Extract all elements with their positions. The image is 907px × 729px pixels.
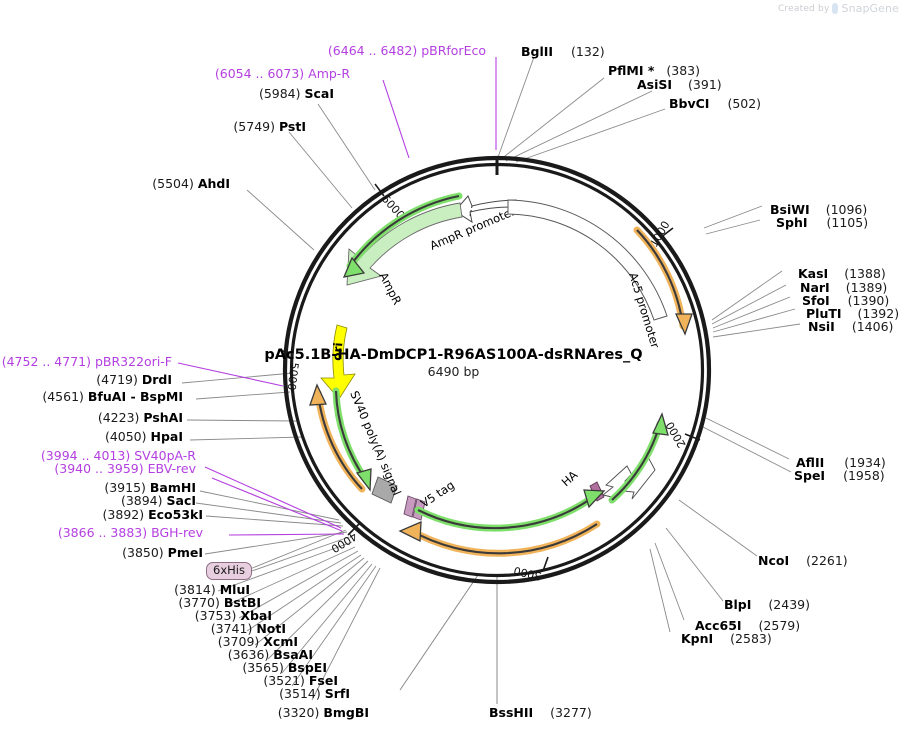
plasmid-size: 6490 bp [427,364,480,379]
site-label-BamHI: (3915) BamHI [104,480,196,495]
site-label-pBR322ori-F: (4752 .. 4771) pBR322ori-F [1,354,172,369]
site-label-NsiI: NsiI (1406) [808,319,894,334]
site-label-AflII: AflII (1934) [796,455,886,470]
feature-ampr-highlight-arc [342,192,463,278]
snapgene-logo-icon [832,3,839,14]
feature-label-ha: HA [559,468,581,490]
leader-lines-upper-left [246,103,376,251]
site-label-BlpI: BlpI (2439) [724,597,810,612]
tick-label-3000: 3000 [512,564,542,583]
site-label-Acc65I: Acc65I (2579) [695,618,801,633]
feature-label-ampr: AmpR [376,270,404,307]
site-label-NotI: (3741) NotI [210,621,286,636]
site-label-SV40pA-R: (3994 .. 4013) SV40pA-R [40,448,196,463]
site-label-DrdI: (4719) DrdI [96,372,172,387]
plasmid-name: pAc5.1B-HA-DmDCP1-R96AS100A-dsRNAres_Q [264,347,643,363]
leader-lines-bottom [399,574,498,704]
site-label-AhdI: (5504) AhdI [152,176,230,191]
site-label-KpnI: KpnI (2583) [681,631,772,646]
site-label-KasI: KasI (1388) [798,266,886,281]
site-label-pBRforEco: (6464 .. 6482) pBRforEco [327,43,486,58]
tick-label-4000: 4000 [329,529,360,555]
watermark-brand: SnapGene [841,2,899,15]
site-label-NcoI: NcoI (2261) [758,553,848,568]
site-label-FseI: (3521) FseI [263,673,338,688]
site-label-BsiWI: BsiWI (1096) [770,202,868,217]
site-label-PmeI: (3850) PmeI [122,545,203,560]
leader-lines-left [181,372,381,701]
site-label-BstBI: (3770) BstBI [178,595,261,610]
feature-label-ori: ori [330,342,345,361]
tick-label-5000: 5000 [285,362,301,391]
site-label-EBV-rev: (3940 .. 3959) EBV-rev [54,461,196,476]
feature-tag-6xhis: 6xHis [206,562,252,580]
site-label-BsaAI: (3636) BsaAI [227,647,313,662]
site-label-SpeI: SpeI (1958) [794,468,885,483]
site-label-BglII: BglII (132) [521,44,605,59]
site-label-Eco53kI: (3892) Eco53kI [102,507,203,522]
site-label-XcmI: (3709) XcmI [217,634,298,649]
site-label-SfoI: SfoI (1390) [802,293,890,308]
primer-leader-lines [177,57,497,536]
orange-feature-arcs [309,226,693,557]
feature-ampr-promoter: AmpR promoter [428,195,518,253]
green-feature-arcs [332,387,669,532]
site-label-PshAI: (4223) PshAI [97,410,183,425]
site-label-Amp-R: (6054 .. 6073) Amp-R [214,66,350,81]
site-label-AsiSI: AsiSI (391) [637,77,722,92]
site-label-SphI: SphI (1105) [776,215,869,230]
snapgene-watermark: Created by SnapGene [778,2,899,15]
site-label-BspEI: (3565) BspEI [242,660,327,675]
site-label-ScaI: (5984) ScaI [258,86,334,101]
site-label-NarI: NarI (1389) [800,280,888,295]
site-label-PstI: (5749) PstI [233,119,306,134]
feature-label-v5-tag: V5 tag [418,478,457,511]
backbone-tick-marks [277,156,701,572]
site-label-XbaI: (3753) XbaI [194,608,272,623]
site-label-MluI: (3814) MluI [174,582,250,597]
leader-lines-right [649,205,801,633]
site-label-BbvCI: BbvCI (502) [669,96,762,111]
watermark-prefix: Created by [777,3,830,14]
leader-lines-top-right [496,56,666,163]
site-label-PflMI: PflMI * (383) [608,63,701,78]
site-label-BssHII: BssHII (3277) [489,705,592,720]
site-label-BmgBI: (3320) BmgBI [277,705,369,720]
site-label-PluTI: PluTI (1392) [806,306,900,321]
site-label-HpaI: (4050) HpaI [104,429,183,444]
site-label-SrfI: (3514) SrfI [279,686,350,701]
site-label-SacI: (3894) SacI [120,493,196,508]
site-label-BfuAI-BspMI: (4561) BfuAI - BspMI [42,389,183,404]
feature-ac5-promoter: Ac5 promoter [507,199,668,350]
feature-ori: ori [320,324,356,400]
site-label-BGH-rev: (3866 .. 3883) BGH-rev [57,525,203,540]
